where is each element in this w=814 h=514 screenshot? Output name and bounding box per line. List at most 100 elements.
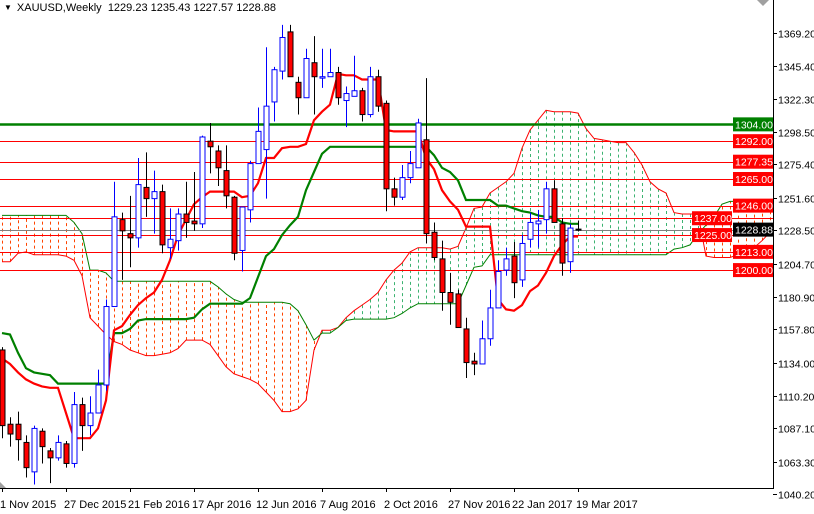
level-price-label-bg (733, 117, 773, 132)
time-tick-label: 2 Oct 2016 (384, 499, 438, 511)
level-price-label: 1246.00 (735, 201, 773, 213)
level-price-label-bg (733, 244, 773, 259)
bearish-candle (7, 417, 14, 447)
bullish-candle (239, 206, 246, 272)
bearish-candle (575, 220, 582, 232)
bullish-candle (567, 223, 574, 273)
candle-body (391, 188, 398, 198)
bearish-candle (383, 100, 390, 212)
candle-body (247, 163, 254, 211)
bearish-candle (143, 152, 150, 217)
bullish-candle (135, 157, 142, 248)
bullish-candle (111, 181, 118, 308)
bearish-candle (159, 184, 166, 254)
time-tick-label: 17 Apr 2016 (192, 499, 251, 511)
candle-body (487, 307, 494, 340)
level-price-label: 1225.00 (694, 230, 732, 242)
time-tick-label: 12 Jun 2016 (256, 499, 317, 511)
bullish-candle (319, 48, 326, 88)
bullish-candle (263, 47, 270, 199)
bullish-candle (495, 260, 502, 309)
bearish-candle (439, 240, 446, 311)
candle-body (527, 221, 534, 240)
kijun-sen-line (1, 145, 578, 385)
bullish-candle (87, 396, 94, 436)
candle-body (495, 270, 502, 309)
chart-shift-marker-icon[interactable] (757, 0, 769, 6)
candle-body (0, 349, 6, 427)
price-axis[interactable]: 1369.20 1345.40 1322.30 1298.50 1275.40 1251.… (773, 29, 814, 502)
bearish-candle (23, 435, 30, 478)
price-tick-label: 1322.30 (778, 95, 814, 107)
bearish-candle (431, 222, 438, 261)
candle-body (535, 220, 542, 225)
level-price-label: 1237.00 (694, 213, 732, 225)
candle-body (511, 255, 518, 284)
time-tick-label: 21 Feb 2016 (128, 499, 190, 511)
price-tick-label: 1110.20 (778, 392, 814, 404)
candle-body (295, 81, 302, 99)
candle-body (167, 238, 174, 249)
candle-body (239, 206, 246, 251)
candle-body (231, 196, 238, 254)
bullish-candle (31, 425, 38, 485)
price-tick-label: 1063.30 (778, 458, 814, 470)
bullish-candle (503, 247, 510, 276)
bullish-candle (175, 208, 182, 251)
bearish-candle (559, 218, 566, 276)
price-tick-label: 1298.50 (778, 128, 814, 140)
candle-body (15, 423, 22, 441)
bearish-candle (79, 397, 86, 451)
candle-body (271, 69, 278, 103)
candle-body (351, 90, 358, 97)
candle-body (335, 72, 342, 99)
candle-body (431, 231, 438, 258)
bullish-candle (343, 86, 350, 128)
candle-body (55, 441, 62, 459)
chart-header: ▼ XAUUSD,Weekly 1229.23 1235.43 1227.57 1… (4, 2, 276, 14)
bullish-candle (55, 435, 62, 461)
bullish-candle (103, 299, 110, 391)
level-price-label-bg (733, 172, 773, 187)
bullish-candle (487, 289, 494, 346)
price-tick-label: 1157.80 (778, 325, 814, 337)
bearish-candle (47, 448, 54, 484)
bullish-candle (527, 212, 534, 248)
bearish-candle (63, 441, 70, 468)
candle-body (375, 76, 382, 107)
scroll-marker-icon (0, 482, 6, 488)
candle-body (31, 427, 38, 473)
triangle-down-icon[interactable]: ▼ (4, 3, 12, 12)
candle-body (479, 338, 486, 365)
bearish-candle (391, 177, 398, 206)
price-tick-label: 1275.40 (778, 160, 814, 172)
time-axis[interactable]: 1 Nov 2015 27 Dec 2015 21 Feb 2016 17 Apr 2… (0, 488, 638, 511)
level-price-label: 1213.00 (735, 247, 773, 259)
candle-body (343, 93, 350, 102)
candle-body (175, 213, 182, 242)
candle-body (471, 360, 478, 365)
bearish-candle (551, 180, 558, 223)
candle-body (415, 122, 422, 169)
bullish-candle (535, 209, 542, 248)
candle-body (135, 184, 142, 239)
candle-body (103, 306, 110, 386)
senkou-span-a-line (2, 109, 771, 413)
candle-body (159, 191, 166, 246)
bearish-candle (287, 24, 294, 78)
bullish-candle (367, 66, 374, 118)
bearish-candle (447, 272, 454, 325)
bullish-candle (519, 235, 526, 287)
price-tick-label: 1369.20 (778, 29, 814, 41)
candle-body (503, 258, 510, 271)
time-tick-label: 27 Dec 2015 (64, 499, 126, 511)
bullish-candle (95, 369, 102, 414)
time-tick-label: 27 Nov 2016 (448, 499, 510, 511)
bearish-candle (455, 289, 462, 329)
bearish-candle (207, 122, 214, 174)
level-price-label: 1277.35 (735, 157, 773, 169)
candle-body (127, 233, 134, 239)
level-price-label: 1304.00 (735, 119, 773, 131)
bullish-candle (327, 48, 334, 78)
